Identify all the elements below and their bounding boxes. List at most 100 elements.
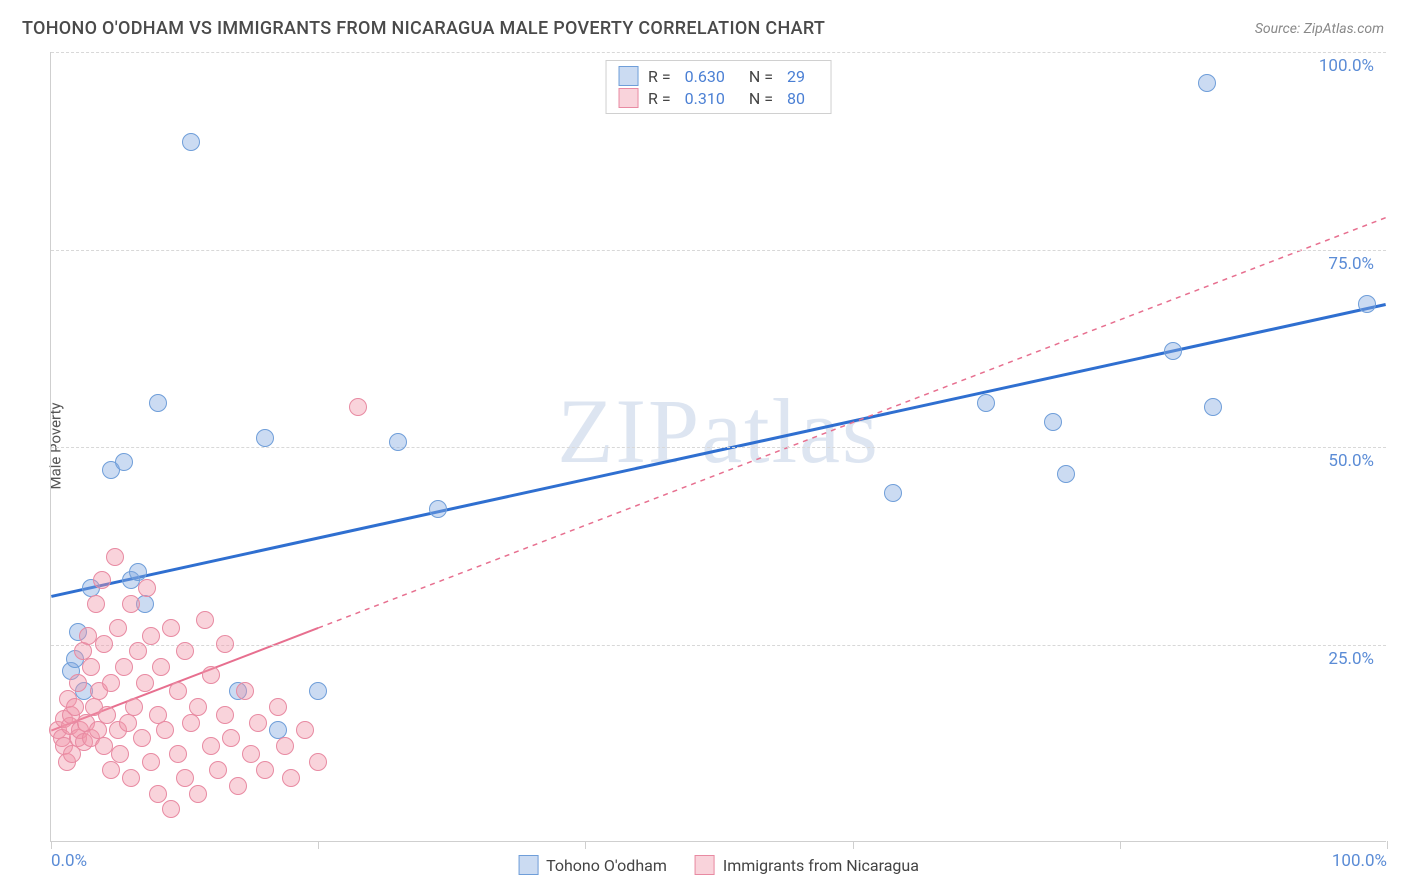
scatter-point [202, 666, 220, 684]
scatter-point [309, 682, 327, 700]
gridline-h [51, 250, 1386, 251]
scatter-point [102, 674, 120, 692]
scatter-point [977, 394, 995, 412]
scatter-point [236, 682, 254, 700]
legend-swatch [618, 66, 638, 86]
scatter-point [282, 769, 300, 787]
scatter-point [82, 658, 100, 676]
legend-series: Tohono O'odham Immigrants from Nicaragua [518, 855, 919, 875]
r-value: 0.630 [685, 67, 725, 86]
scatter-point [196, 611, 214, 629]
gridline-h [51, 52, 1386, 53]
scatter-point [152, 658, 170, 676]
r-label: R = [648, 67, 671, 86]
gridline-h [51, 645, 1386, 646]
scatter-point [249, 714, 267, 732]
trendline [51, 304, 1385, 596]
scatter-point [176, 769, 194, 787]
scatter-point [189, 785, 207, 803]
scatter-point [109, 619, 127, 637]
scatter-point [142, 627, 160, 645]
n-label: N = [749, 89, 773, 108]
scatter-point [182, 133, 200, 151]
y-tick-label: 75.0% [1328, 254, 1374, 274]
scatter-point [122, 595, 140, 613]
gridline-h [51, 447, 1386, 448]
legend-item: Tohono O'odham [518, 855, 667, 875]
scatter-point [162, 619, 180, 637]
x-tick [1387, 841, 1388, 849]
scatter-point [309, 753, 327, 771]
r-label: R = [648, 89, 671, 108]
y-tick-label: 100.0% [1319, 56, 1374, 76]
scatter-point [142, 753, 160, 771]
legend-label: Tohono O'odham [546, 856, 667, 875]
scatter-point [182, 714, 200, 732]
scatter-point [202, 737, 220, 755]
scatter-point [156, 721, 174, 739]
scatter-point [162, 800, 180, 818]
watermark: ZIPatlas [557, 378, 880, 484]
scatter-point [189, 698, 207, 716]
scatter-point [115, 453, 133, 471]
x-tick [51, 841, 52, 849]
scatter-point [125, 698, 143, 716]
n-value: 29 [787, 67, 805, 86]
scatter-point [95, 635, 113, 653]
scatter-point [133, 729, 151, 747]
scatter-point [106, 548, 124, 566]
scatter-point [349, 398, 367, 416]
scatter-point [1044, 413, 1062, 431]
y-tick-label: 50.0% [1328, 451, 1374, 471]
trendline-dashed [318, 218, 1385, 628]
scatter-point [1358, 295, 1376, 313]
source-label: Source: ZipAtlas.com [1255, 21, 1384, 37]
scatter-point [1164, 342, 1182, 360]
scatter-point [1057, 465, 1075, 483]
scatter-point [296, 721, 314, 739]
legend-swatch [695, 855, 715, 875]
chart-title: TOHONO O'ODHAM VS IMMIGRANTS FROM NICARA… [22, 18, 825, 39]
scatter-point [222, 729, 240, 747]
scatter-point [269, 698, 287, 716]
scatter-point [111, 745, 129, 763]
x-tick [853, 841, 854, 849]
scatter-point [256, 429, 274, 447]
scatter-point [138, 579, 156, 597]
scatter-point [87, 595, 105, 613]
scatter-point [884, 484, 902, 502]
scatter-point [216, 706, 234, 724]
scatter-point [209, 761, 227, 779]
scatter-point [136, 674, 154, 692]
r-value: 0.310 [685, 89, 725, 108]
scatter-point [122, 769, 140, 787]
scatter-point [129, 642, 147, 660]
x-tick-label: 100.0% [1332, 851, 1387, 871]
scatter-point [102, 761, 120, 779]
n-label: N = [749, 67, 773, 86]
scatter-point [149, 394, 167, 412]
n-value: 80 [787, 89, 805, 108]
scatter-point [1198, 74, 1216, 92]
scatter-point [93, 571, 111, 589]
scatter-point [429, 500, 447, 518]
scatter-point [149, 785, 167, 803]
scatter-point [115, 658, 133, 676]
legend-swatch [518, 855, 538, 875]
scatter-point [119, 714, 137, 732]
legend-item: Immigrants from Nicaragua [695, 855, 919, 875]
scatter-point [389, 433, 407, 451]
y-tick-label: 25.0% [1328, 649, 1374, 669]
scatter-point [66, 698, 84, 716]
scatter-point [169, 745, 187, 763]
scatter-point [256, 761, 274, 779]
legend-label: Immigrants from Nicaragua [723, 856, 919, 875]
scatter-point [276, 737, 294, 755]
scatter-point [1204, 398, 1222, 416]
scatter-point [69, 674, 87, 692]
x-tick-label: 0.0% [51, 851, 87, 871]
legend-stat-row: R = 0.630 N = 29 [618, 65, 819, 87]
x-tick [585, 841, 586, 849]
legend-stats: R = 0.630 N = 29 R = 0.310 N = 80 [605, 60, 832, 114]
scatter-point [176, 642, 194, 660]
